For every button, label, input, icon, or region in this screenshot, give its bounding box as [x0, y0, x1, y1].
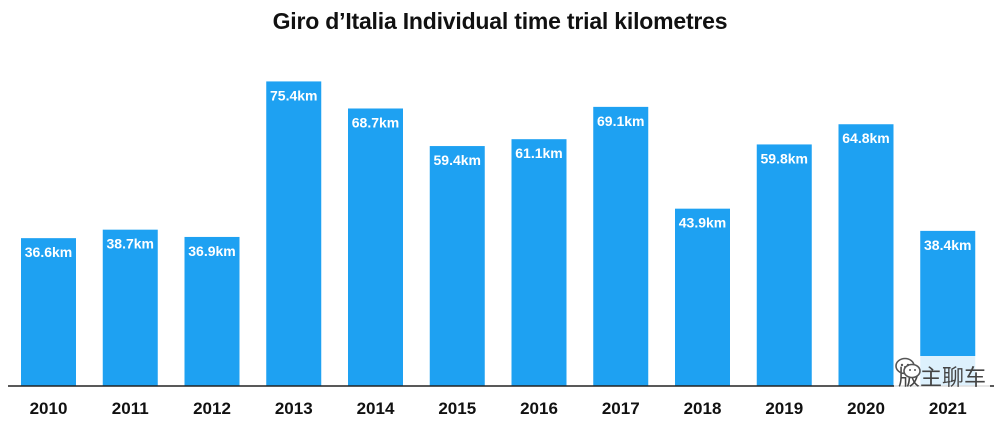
bar-2012 — [184, 236, 240, 386]
x-tick-label-2021: 2021 — [929, 399, 967, 418]
bars-group: 36.6km 38.7km 36.9km 75.4km 68.7km 59.4km 61.1… — [21, 81, 976, 387]
chart-title: Giro d’Italia Individual time trial kilo… — [272, 8, 728, 34]
x-tick-label-2017: 2017 — [602, 399, 640, 418]
bar-value-label-2021: 38.4km — [924, 237, 971, 253]
bar-value-label-2014: 68.7km — [352, 114, 399, 130]
bar-value-label-2012: 36.9km — [188, 243, 235, 259]
bar-2013 — [266, 81, 322, 387]
bar-2014 — [348, 108, 403, 386]
bar-2019 — [756, 144, 812, 386]
bar-value-label-2013: 75.4km — [270, 87, 317, 103]
wechat-icon — [895, 357, 921, 379]
bar-2015 — [429, 146, 485, 386]
x-tick-label-2019: 2019 — [765, 399, 803, 418]
bar-value-label-2011: 38.7km — [107, 236, 154, 252]
x-tick-label-2014: 2014 — [357, 399, 395, 418]
bar-2020 — [838, 124, 894, 387]
x-tick-label-2013: 2013 — [275, 399, 313, 418]
bar-value-label-2018: 43.9km — [679, 215, 726, 231]
bar-2017 — [593, 106, 649, 386]
bar-value-label-2010: 36.6km — [25, 244, 72, 260]
x-tick-label-2011: 2011 — [112, 399, 149, 418]
x-tick-label-2020: 2020 — [847, 399, 885, 418]
x-tick-label-2010: 2010 — [30, 399, 68, 418]
bar-2016 — [511, 139, 567, 386]
x-tick-label-2016: 2016 — [520, 399, 558, 418]
x-tick-label-2012: 2012 — [193, 399, 231, 418]
x-ticks-group: 2010 2011 2012 2013 2014 2015 2016 2017 2018 2019… — [30, 399, 967, 418]
watermark: 版主聊车 — [893, 356, 990, 396]
bar-2011 — [102, 229, 158, 386]
bar-value-label-2017: 69.1km — [597, 113, 644, 129]
bar-2010 — [21, 238, 76, 386]
x-tick-label-2018: 2018 — [684, 399, 722, 418]
bar-value-label-2015: 59.4km — [434, 152, 481, 168]
bar-value-label-2020: 64.8km — [842, 130, 889, 146]
x-tick-label-2015: 2015 — [438, 399, 476, 418]
bar-2018 — [675, 208, 730, 386]
bar-value-label-2016: 61.1km — [515, 145, 562, 161]
bar-value-label-2019: 59.8km — [761, 150, 808, 166]
